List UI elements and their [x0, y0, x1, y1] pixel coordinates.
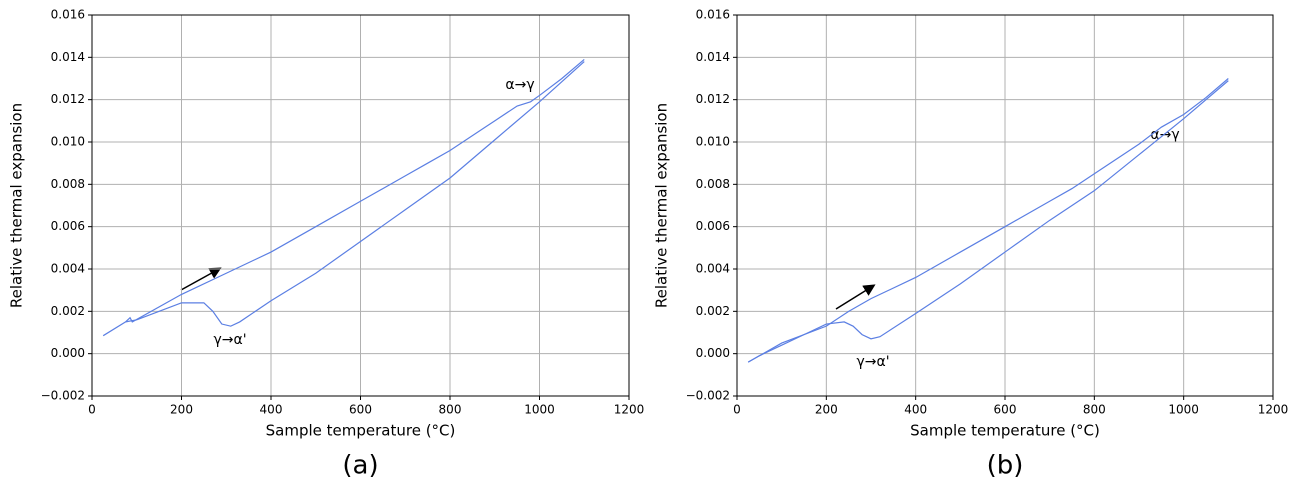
x-tick-label: 0: [733, 403, 741, 417]
x-tick-label: 1000: [524, 403, 555, 417]
y-tick-label: 0.006: [696, 219, 730, 233]
y-tick-label: 0.006: [51, 219, 85, 233]
y-tick-label: 0.008: [51, 177, 85, 191]
x-tick-label: 1200: [614, 403, 645, 417]
y-tick-label: −0.002: [41, 389, 85, 403]
y-tick-label: 0.010: [51, 135, 85, 149]
data-line: [747, 80, 1229, 363]
caption: (b): [987, 451, 1024, 481]
y-tick-label: 0.014: [696, 50, 730, 64]
y-tick-label: 0.014: [51, 50, 85, 64]
annotation: α→γ: [1150, 127, 1179, 143]
x-tick-label: 0: [88, 403, 96, 417]
annotation: α→γ: [505, 77, 534, 93]
x-tick-label: 600: [994, 403, 1017, 417]
x-tick-label: 1200: [1258, 403, 1289, 417]
y-axis-label: Relative thermal expansion: [653, 103, 671, 308]
y-tick-label: 0.004: [696, 262, 730, 276]
y-tick-label: 0.008: [696, 177, 730, 191]
x-tick-label: 600: [349, 403, 372, 417]
y-tick-label: 0.002: [696, 304, 730, 318]
x-tick-label: 400: [904, 403, 927, 417]
data-line: [125, 61, 585, 327]
x-tick-label: 800: [1083, 403, 1106, 417]
plot-frame: [736, 14, 1274, 397]
arrow: [180, 267, 222, 291]
y-tick-label: −0.002: [686, 389, 730, 403]
y-tick-label: 0.016: [51, 8, 85, 22]
plot-frame: [91, 14, 630, 397]
y-tick-label: 0.004: [51, 262, 85, 276]
x-tick-label: 400: [260, 403, 283, 417]
annotation: γ→α': [856, 354, 889, 370]
y-tick-label: 0.002: [51, 304, 85, 318]
x-tick-label: 1000: [1168, 403, 1199, 417]
y-tick-label: 0.016: [696, 8, 730, 22]
annotation: γ→α': [213, 332, 246, 348]
data-line: [102, 58, 585, 337]
data-line: [747, 78, 1229, 363]
x-tick-label: 800: [439, 403, 462, 417]
caption: (a): [342, 451, 378, 481]
x-axis-label: Sample temperature (°C): [910, 422, 1100, 440]
x-tick-label: 200: [815, 403, 838, 417]
y-tick-label: 0.012: [51, 92, 85, 106]
x-tick-label: 200: [170, 403, 193, 417]
y-tick-label: 0.000: [696, 346, 730, 360]
y-tick-label: 0.000: [51, 346, 85, 360]
y-axis-label: Relative thermal expansion: [8, 103, 26, 308]
y-tick-label: 0.010: [696, 135, 730, 149]
y-tick-label: 0.012: [696, 92, 730, 106]
arrow: [835, 284, 876, 310]
x-axis-label: Sample temperature (°C): [266, 422, 456, 440]
